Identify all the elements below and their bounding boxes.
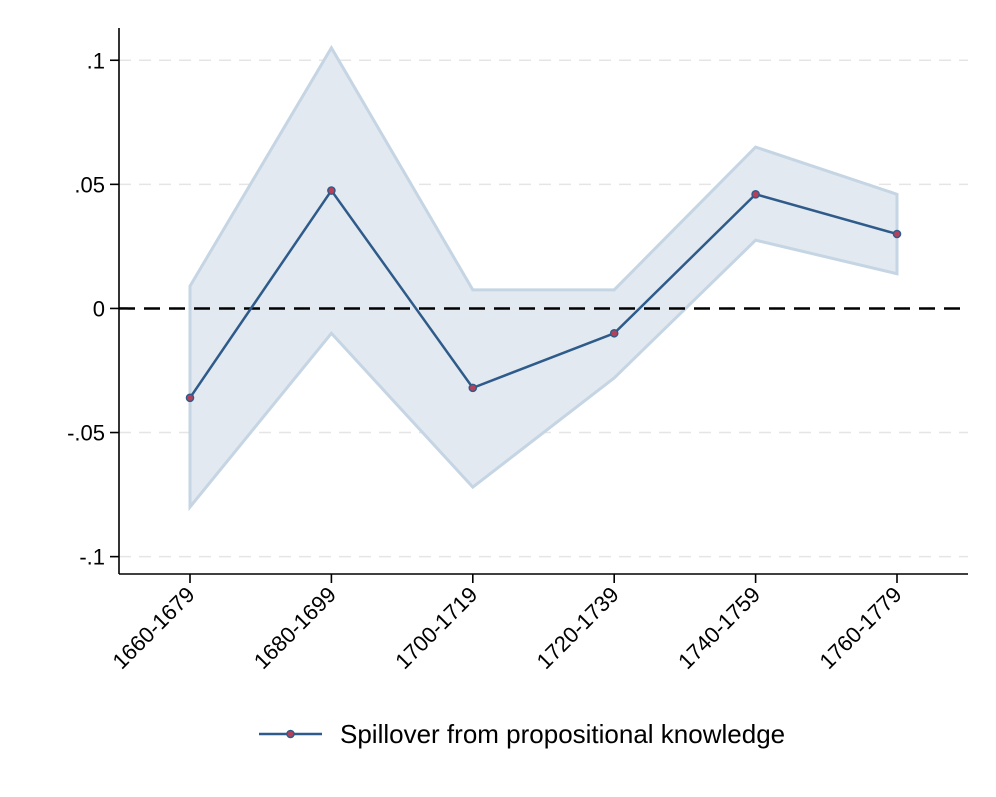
x-tick-label: 1740-1759 [673, 582, 765, 674]
x-tick-label: 1680-1699 [249, 582, 341, 674]
legend-label: Spillover from propositional knowledge [340, 719, 785, 749]
legend-marker-swatch [286, 729, 295, 739]
y-tick-label: -.05 [67, 421, 105, 446]
y-tick-label: .05 [74, 172, 105, 197]
x-axis-ticks: 1660-1679 1680-1699 1700-1719 1720-1739 1740… [107, 574, 907, 674]
x-tick-label: 1720-1739 [532, 582, 624, 674]
confidence-band [188, 44, 899, 512]
y-axis-ticks: .1 .05 0 -.05 -.1 [67, 48, 119, 570]
x-tick-label: 1760-1779 [814, 582, 906, 674]
series-line [188, 188, 898, 399]
y-tick-label: .1 [87, 48, 105, 73]
y-tick-label: -.1 [79, 545, 105, 570]
data-point [609, 328, 619, 338]
data-point [892, 229, 902, 239]
x-tick-label: 1660-1679 [107, 582, 199, 674]
data-point [751, 189, 760, 199]
data-points [185, 186, 902, 403]
y-tick-label: 0 [93, 296, 105, 321]
data-point [468, 383, 478, 393]
x-tick-label: 1700-1719 [390, 582, 482, 674]
legend: Spillover from propositional knowledge [259, 719, 785, 749]
data-point [327, 186, 336, 195]
data-point [185, 393, 195, 403]
